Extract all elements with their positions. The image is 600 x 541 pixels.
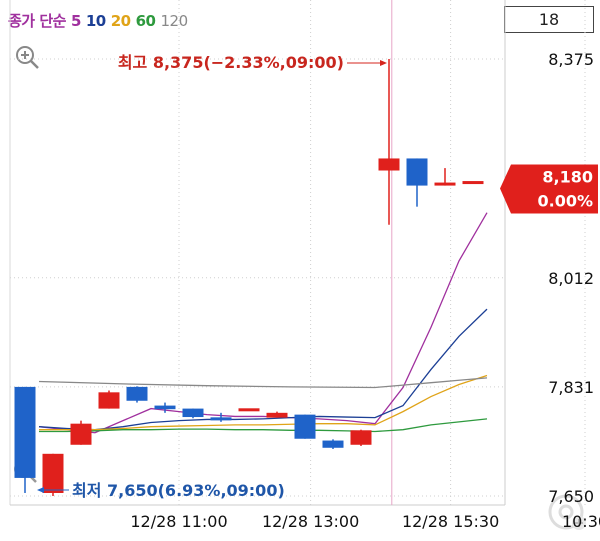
y-tick-label: 7,831: [548, 378, 594, 397]
candle-body: [350, 430, 372, 445]
high-marker-arrow-head: [380, 60, 387, 66]
legend-prefix: 종가 단순: [8, 12, 66, 30]
indicator-legend: 종가 단순 5 10 20 60 120: [8, 10, 193, 31]
candle-body: [98, 392, 120, 409]
period-selector[interactable]: 18: [504, 6, 594, 33]
candle-body: [42, 453, 64, 493]
candle-body: [126, 386, 148, 401]
candle-body: [434, 182, 456, 186]
ma-line-10: [38, 308, 488, 431]
high-price-label: 최고 8,375(−2.33%,09:00): [118, 53, 344, 72]
legend-period-5: 5: [70, 12, 81, 30]
candle-body: [294, 414, 316, 439]
x-tick-label: 12/28 13:00: [262, 512, 359, 531]
current-price-tag: [500, 164, 598, 214]
candle-body: [238, 408, 260, 412]
candle-body: [182, 408, 204, 418]
zoom-in-icon[interactable]: [14, 44, 40, 70]
candle-body: [378, 158, 400, 171]
y-tick-label: 7,650: [548, 487, 594, 506]
x-tick-label: 12/28 15:30: [402, 512, 499, 531]
legend-period-10: 10: [85, 12, 106, 30]
legend-period-60: 60: [135, 12, 156, 30]
candle-body: [462, 181, 484, 185]
settings-icon[interactable]: [541, 490, 591, 534]
candle-body: [406, 158, 428, 186]
y-tick-label: 8,012: [548, 269, 594, 288]
candle-body: [14, 386, 36, 478]
x-tick-label: 12/28 11:00: [130, 512, 227, 531]
candle-body: [210, 417, 232, 421]
legend-period-20: 20: [110, 12, 131, 30]
candle-body: [322, 440, 344, 448]
ma-line-20: [39, 374, 488, 431]
candle-body: [70, 423, 92, 445]
x-tick-label: 10:30: [562, 512, 600, 531]
current-price-value: 8,180: [542, 168, 593, 187]
legend-period-120: 120: [160, 12, 189, 30]
candle-body: [154, 405, 176, 410]
ma-line-120: [38, 377, 488, 389]
low-marker-arrow-head: [37, 487, 44, 493]
ma-line-5: [38, 212, 488, 434]
ma-line-60: [39, 418, 488, 433]
y-tick-label: 8,375: [548, 50, 594, 69]
low-price-label: 최저 7,650(6.93%,09:00): [72, 481, 285, 500]
candle-body: [266, 412, 288, 418]
current-price-change: 0.00%: [537, 192, 593, 211]
